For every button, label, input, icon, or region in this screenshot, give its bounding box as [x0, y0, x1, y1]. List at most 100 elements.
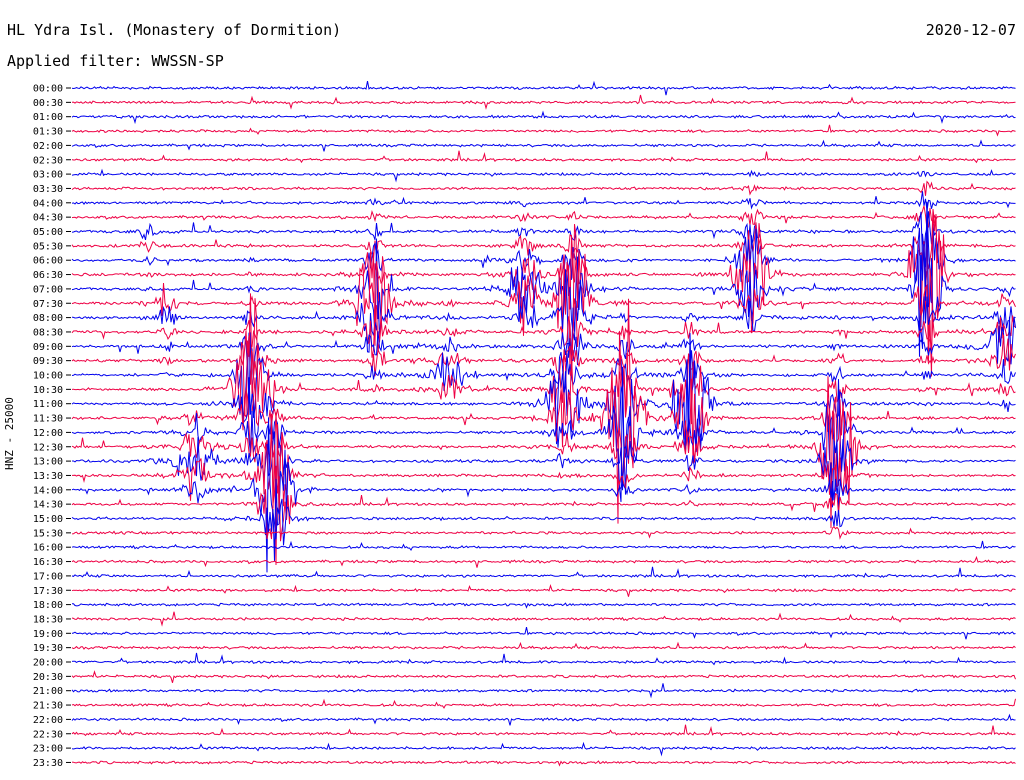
tick-label: 23:30	[33, 758, 63, 769]
time-tick-labels: 00:00 00:30 01:00 01:30 02:00 02:30 03:00 03:30…	[33, 84, 71, 769]
trace-row-2200	[71, 713, 1016, 726]
trace-row-1330	[72, 413, 1016, 566]
trace-row-0900	[71, 316, 1016, 376]
tick-label: 10:30	[33, 385, 63, 396]
trace-row-1930	[71, 641, 1016, 651]
tick-label: 14:00	[33, 485, 63, 496]
applied-filter: Applied filter: WWSSN-SP	[7, 52, 224, 70]
trace-row-1200	[71, 366, 1016, 502]
trace-row-1700	[71, 566, 1016, 579]
trace-row-1830	[71, 611, 1016, 627]
tick-label: 16:00	[33, 543, 63, 554]
tick-label: 07:00	[33, 284, 63, 295]
tick-label: 16:30	[33, 557, 63, 568]
tick-label: 13:00	[33, 457, 63, 468]
tick-label: 20:30	[33, 672, 63, 683]
trace-row-0630	[71, 210, 1016, 377]
tick-label: 08:00	[33, 313, 63, 324]
tick-label: 02:00	[33, 141, 63, 152]
tick-label: 03:30	[33, 184, 63, 195]
tick-label: 08:30	[33, 327, 63, 338]
tick-label: 19:00	[33, 629, 63, 640]
tick-label: 04:30	[33, 213, 63, 224]
trace-row-0430	[71, 205, 1016, 231]
tick-label: 18:30	[33, 614, 63, 625]
tick-label: 09:30	[33, 356, 63, 367]
trace-row-2100	[71, 683, 1016, 699]
tick-label: 06:00	[33, 256, 63, 267]
tick-label: 00:30	[33, 98, 63, 109]
trace-row-1530	[71, 525, 1016, 540]
tick-label: 19:30	[33, 643, 63, 654]
trace-row-0000	[71, 80, 1016, 96]
record-date: 2020-12-07	[925, 21, 1016, 39]
tick-label: 17:30	[33, 586, 63, 597]
trace-row-1130	[71, 298, 1016, 524]
trace-row-0600	[71, 206, 1016, 328]
tick-label: 05:30	[33, 241, 63, 252]
tick-label: 11:30	[33, 414, 63, 425]
trace-row-0830	[71, 298, 1016, 358]
trace-row-0530	[71, 208, 1016, 286]
trace-row-0230	[71, 150, 1016, 164]
trace-row-2300	[71, 741, 1016, 757]
trace-row-2130	[71, 698, 1016, 709]
trace-row-0400	[71, 191, 1016, 211]
tick-label: 23:00	[33, 744, 63, 755]
trace-row-2330	[71, 760, 1016, 767]
tick-label: 01:30	[33, 127, 63, 138]
trace-row-2000	[71, 652, 1016, 666]
tick-label: 21:30	[33, 701, 63, 712]
tick-label: 20:00	[33, 658, 63, 669]
trace-row-0030	[71, 94, 1016, 110]
trace-row-1900	[71, 626, 1016, 640]
trace-row-1230	[71, 376, 1016, 529]
trace-row-0930	[71, 330, 1016, 385]
trace-row-0100	[71, 110, 1016, 125]
trace-row-1800	[72, 602, 1016, 609]
tick-label: 06:30	[33, 270, 63, 281]
tick-label: 05:00	[33, 227, 63, 238]
tick-label: 15:00	[33, 514, 63, 525]
tick-label: 13:30	[33, 471, 63, 482]
trace-row-1500	[71, 478, 1016, 562]
trace-row-2230	[71, 724, 1016, 737]
trace-row-1730	[71, 584, 1016, 597]
tick-label: 15:30	[33, 528, 63, 539]
tick-label: 02:30	[33, 155, 63, 166]
trace-row-1300	[72, 431, 1016, 511]
tick-label: 22:30	[33, 729, 63, 740]
trace-row-0130	[71, 124, 1016, 137]
tick-label: 18:00	[33, 600, 63, 611]
trace-row-1000	[71, 332, 1016, 423]
tick-label: 00:00	[33, 84, 63, 95]
tick-label: 17:00	[33, 571, 63, 582]
tick-label: 04:00	[33, 198, 63, 209]
tick-label: 12:00	[33, 428, 63, 439]
station-title: HL Ydra Isl. (Monastery of Dormition)	[7, 21, 342, 39]
trace-row-1600	[71, 540, 1016, 552]
trace-row-0200	[71, 139, 1016, 152]
trace-row-1430	[71, 465, 1016, 542]
tick-label: 07:30	[33, 299, 63, 310]
trace-row-1100	[71, 332, 1016, 458]
trace-row-0500	[71, 211, 1016, 259]
tick-label: 09:00	[33, 342, 63, 353]
trace-row-0330	[71, 180, 1016, 196]
trace-row-2030	[71, 670, 1016, 683]
tick-label: 22:00	[33, 715, 63, 726]
trace-row-1630	[71, 555, 1016, 568]
tick-label: 12:30	[33, 442, 63, 453]
tick-label: 11:00	[33, 399, 63, 410]
tick-label: 21:00	[33, 686, 63, 697]
tick-label: 14:30	[33, 500, 63, 511]
tick-label: 10:00	[33, 371, 63, 382]
trace-row-0700	[71, 201, 1016, 357]
trace-row-1030	[71, 293, 1016, 425]
trace-row-1400	[71, 417, 1016, 573]
trace-row-0730	[71, 224, 1016, 378]
tick-label: 01:00	[33, 112, 63, 123]
seismic-traces	[71, 80, 1016, 767]
trace-row-0300	[71, 168, 1016, 183]
